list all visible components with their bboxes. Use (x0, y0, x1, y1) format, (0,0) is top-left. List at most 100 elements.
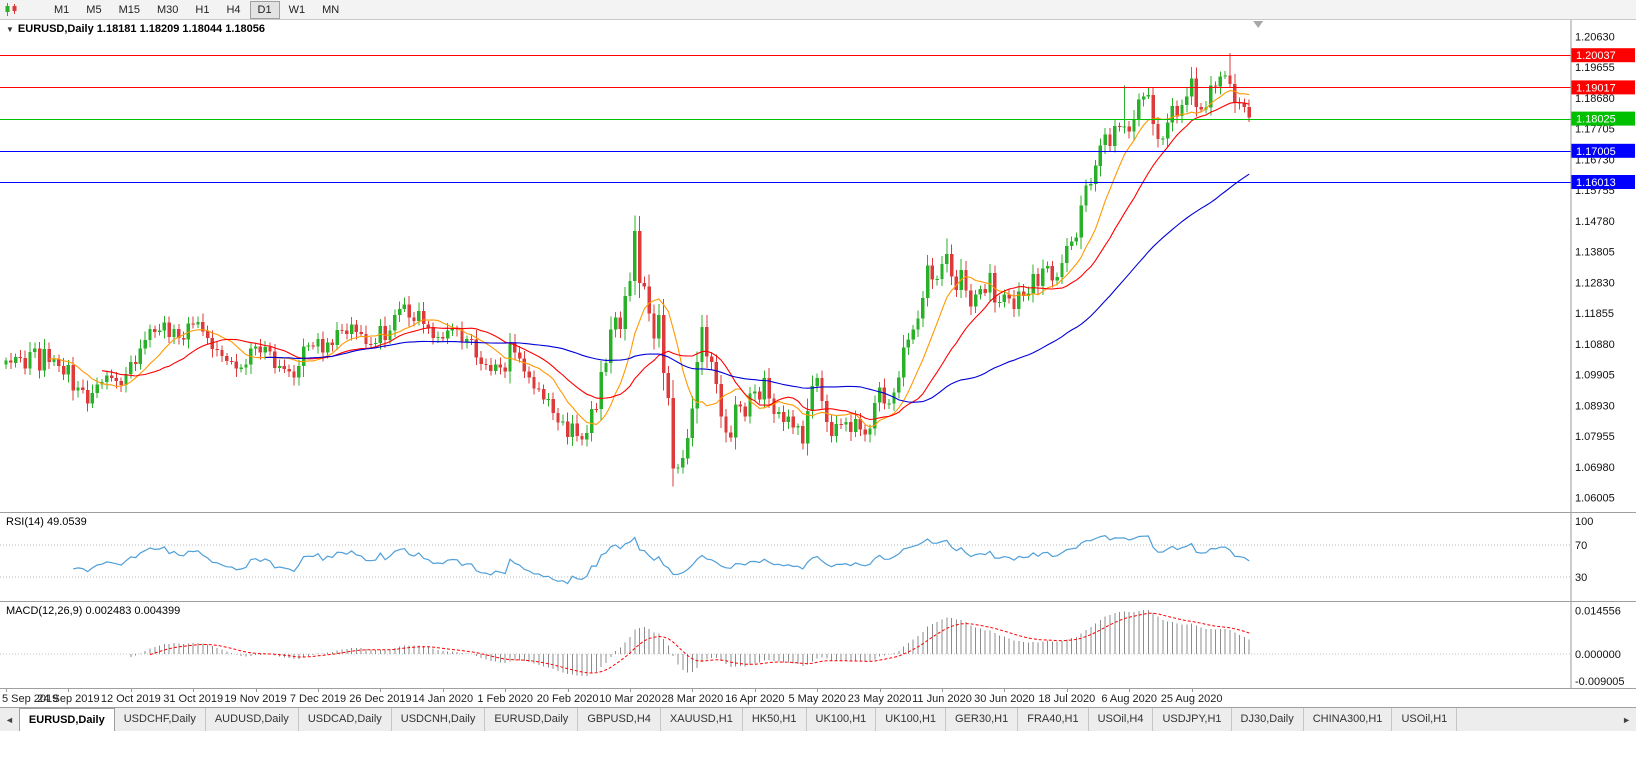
x-axis-label: 12 Oct 2019 (100, 693, 161, 705)
price-lines (0, 55, 1571, 183)
svg-text:1.18680: 1.18680 (1575, 93, 1615, 105)
x-axis-label: 31 Oct 2019 (163, 693, 224, 705)
bottom-tab[interactable]: USDCHF,Daily (114, 708, 206, 731)
bottom-tab[interactable]: CHINA300,H1 (1303, 708, 1393, 731)
x-axis-label: 1 Feb 2020 (477, 693, 534, 705)
tabs-scroll-left-icon[interactable]: ◄ (5, 715, 14, 725)
svg-text:30: 30 (1575, 572, 1587, 584)
time-axis: 5 Sep 2019 24 Sep 2019 12 Oct 2019 31 Oct 2… (0, 689, 1636, 707)
chart-title: ▼ EURUSD,Daily 1.18181 1.18209 1.18044 1… (6, 23, 265, 35)
x-axis-label: 10 Mar 2020 (599, 693, 661, 705)
svg-text:1.10880: 1.10880 (1575, 339, 1615, 351)
svg-text:1.20037: 1.20037 (1576, 50, 1616, 62)
x-axis-tick (505, 689, 507, 692)
x-axis-label: 14 Jan 2020 (412, 693, 474, 705)
rsi-canvas[interactable]: 100 70 30 (0, 513, 1636, 601)
x-axis-label: 7 Dec 2019 (289, 693, 347, 705)
bottom-tab[interactable]: UK100,H1 (806, 708, 877, 731)
x-axis-tick (442, 689, 444, 692)
timeframe-button-w1[interactable]: W1 (288, 3, 306, 16)
svg-text:0.000000: 0.000000 (1575, 649, 1621, 661)
timeframe-button-mn[interactable]: MN (322, 3, 340, 16)
price-badges: 1.20037 1.19017 1.18025 1.17005 1.16013 (1571, 48, 1635, 189)
timeframe-button-m15[interactable]: M15 (118, 3, 140, 16)
tabs-scroll-right-icon[interactable]: ► (1622, 715, 1631, 725)
svg-text:1.16013: 1.16013 (1576, 177, 1616, 189)
timeframe-button-d1[interactable]: D1 (249, 0, 280, 19)
x-axis-label: 19 Nov 2019 (224, 693, 287, 705)
bottom-tab[interactable]: HK50,H1 (742, 708, 807, 731)
svg-text:-0.009005: -0.009005 (1575, 676, 1625, 688)
timeframe-button-h4[interactable]: H4 (226, 3, 241, 16)
collapse-arrow-icon[interactable]: ▼ (6, 24, 14, 34)
x-axis-tick (692, 689, 694, 692)
x-axis-tick (567, 689, 569, 692)
x-axis-tick (754, 689, 756, 692)
chart-tabs-bar: ◄ EURUSD,Daily USDCHF,Daily AUDUSD,Daily USD… (0, 707, 1636, 731)
candles (4, 52, 1251, 487)
x-axis-tick (6, 689, 7, 692)
ma-line-55 (265, 173, 1250, 403)
bottom-tab[interactable]: GER30,H1 (946, 708, 1019, 731)
bottom-tab[interactable]: AUDUSD,Daily (205, 708, 299, 731)
bottom-tab[interactable]: DJ30,Daily (1231, 708, 1304, 731)
svg-text:1.17705: 1.17705 (1575, 124, 1615, 136)
svg-text:1.20630: 1.20630 (1575, 32, 1615, 44)
ma-line-21 (101, 101, 1250, 421)
x-axis-label: 30 Jun 2020 (974, 693, 1035, 705)
timeframe-toolbar: M1 M5 M15 M30 H1 H4 D1 W1 MN (0, 0, 1636, 20)
bottom-tab[interactable]: XAUUSD,H1 (660, 708, 743, 731)
svg-text:1.19017: 1.19017 (1576, 82, 1616, 94)
panel-divider[interactable] (0, 512, 1636, 513)
main-chart-canvas[interactable]: 1.206301.196551.186801.177051.167301.157… (0, 20, 1636, 512)
bottom-tab[interactable]: GBPUSD,H4 (578, 708, 661, 731)
ma-line-10 (49, 90, 1250, 428)
x-axis-tick (942, 689, 943, 692)
macd-canvas[interactable]: 0.014556 0.000000 -0.009005 (0, 602, 1636, 688)
x-axis-label: 23 May 2020 (847, 693, 912, 705)
chart-title-text: EURUSD,Daily 1.18181 1.18209 1.18044 1.1… (17, 23, 265, 35)
x-axis-label: 11 Jun 2020 (912, 693, 972, 705)
svg-text:1.13805: 1.13805 (1575, 247, 1615, 259)
x-axis-tick (193, 689, 195, 692)
rsi-label: RSI(14) 49.0539 (6, 516, 87, 528)
svg-text:1.17005: 1.17005 (1576, 146, 1616, 158)
svg-text:1.06980: 1.06980 (1575, 462, 1615, 474)
timeframe-button-m30[interactable]: M30 (156, 3, 179, 16)
x-axis-label: 25 Aug 2020 (1160, 693, 1223, 705)
bottom-tab[interactable]: USOil,H1 (1392, 708, 1458, 731)
x-axis-label: 6 Aug 2020 (1101, 693, 1158, 705)
svg-text:1.12830: 1.12830 (1575, 277, 1615, 289)
bottom-tab[interactable]: USOil,H4 (1088, 708, 1154, 731)
timeframe-button-m1[interactable]: M1 (54, 3, 70, 16)
x-axis-tick (380, 689, 382, 692)
timeframe-button-m5[interactable]: M5 (86, 3, 102, 16)
bottom-tab[interactable]: USDJPY,H1 (1153, 708, 1232, 731)
svg-text:1.06005: 1.06005 (1575, 492, 1615, 504)
macd-signal-line (149, 612, 1250, 674)
bottom-tab[interactable]: EURUSD,Daily (485, 708, 579, 731)
timeframe-buttons: M1 M5 M15 M30 H1 H4 D1 W1 MN (46, 0, 347, 19)
svg-text:1.18025: 1.18025 (1576, 114, 1616, 126)
macd-label: MACD(12,26,9) 0.002483 0.004399 (6, 605, 181, 617)
x-axis-label: 16 Apr 2020 (725, 693, 785, 705)
svg-text:1.07955: 1.07955 (1575, 431, 1615, 443)
bottom-tab[interactable]: EURUSD,Daily (18, 708, 115, 731)
candlestick-chart-icon[interactable] (4, 3, 18, 16)
x-axis-tick (630, 689, 631, 692)
bottom-tab[interactable]: USDCNH,Daily (391, 708, 486, 731)
x-axis-label: 20 Feb 2020 (536, 693, 599, 705)
chart-shift-marker (1253, 21, 1264, 28)
x-axis-tick (1066, 689, 1068, 692)
bottom-tab[interactable]: USDCAD,Daily (298, 708, 392, 731)
x-axis-tick (817, 689, 819, 692)
x-axis-label: 26 Dec 2019 (349, 693, 412, 705)
x-axis-tick (255, 689, 257, 692)
bottom-tab[interactable]: FRA40,H1 (1018, 708, 1089, 731)
timeframe-button-h1[interactable]: H1 (195, 3, 210, 16)
svg-text:1.11855: 1.11855 (1575, 308, 1614, 320)
bottom-tab[interactable]: UK100,H1 (876, 708, 947, 731)
x-axis-label: 5 May 2020 (788, 693, 846, 705)
panel-divider[interactable] (0, 601, 1636, 602)
